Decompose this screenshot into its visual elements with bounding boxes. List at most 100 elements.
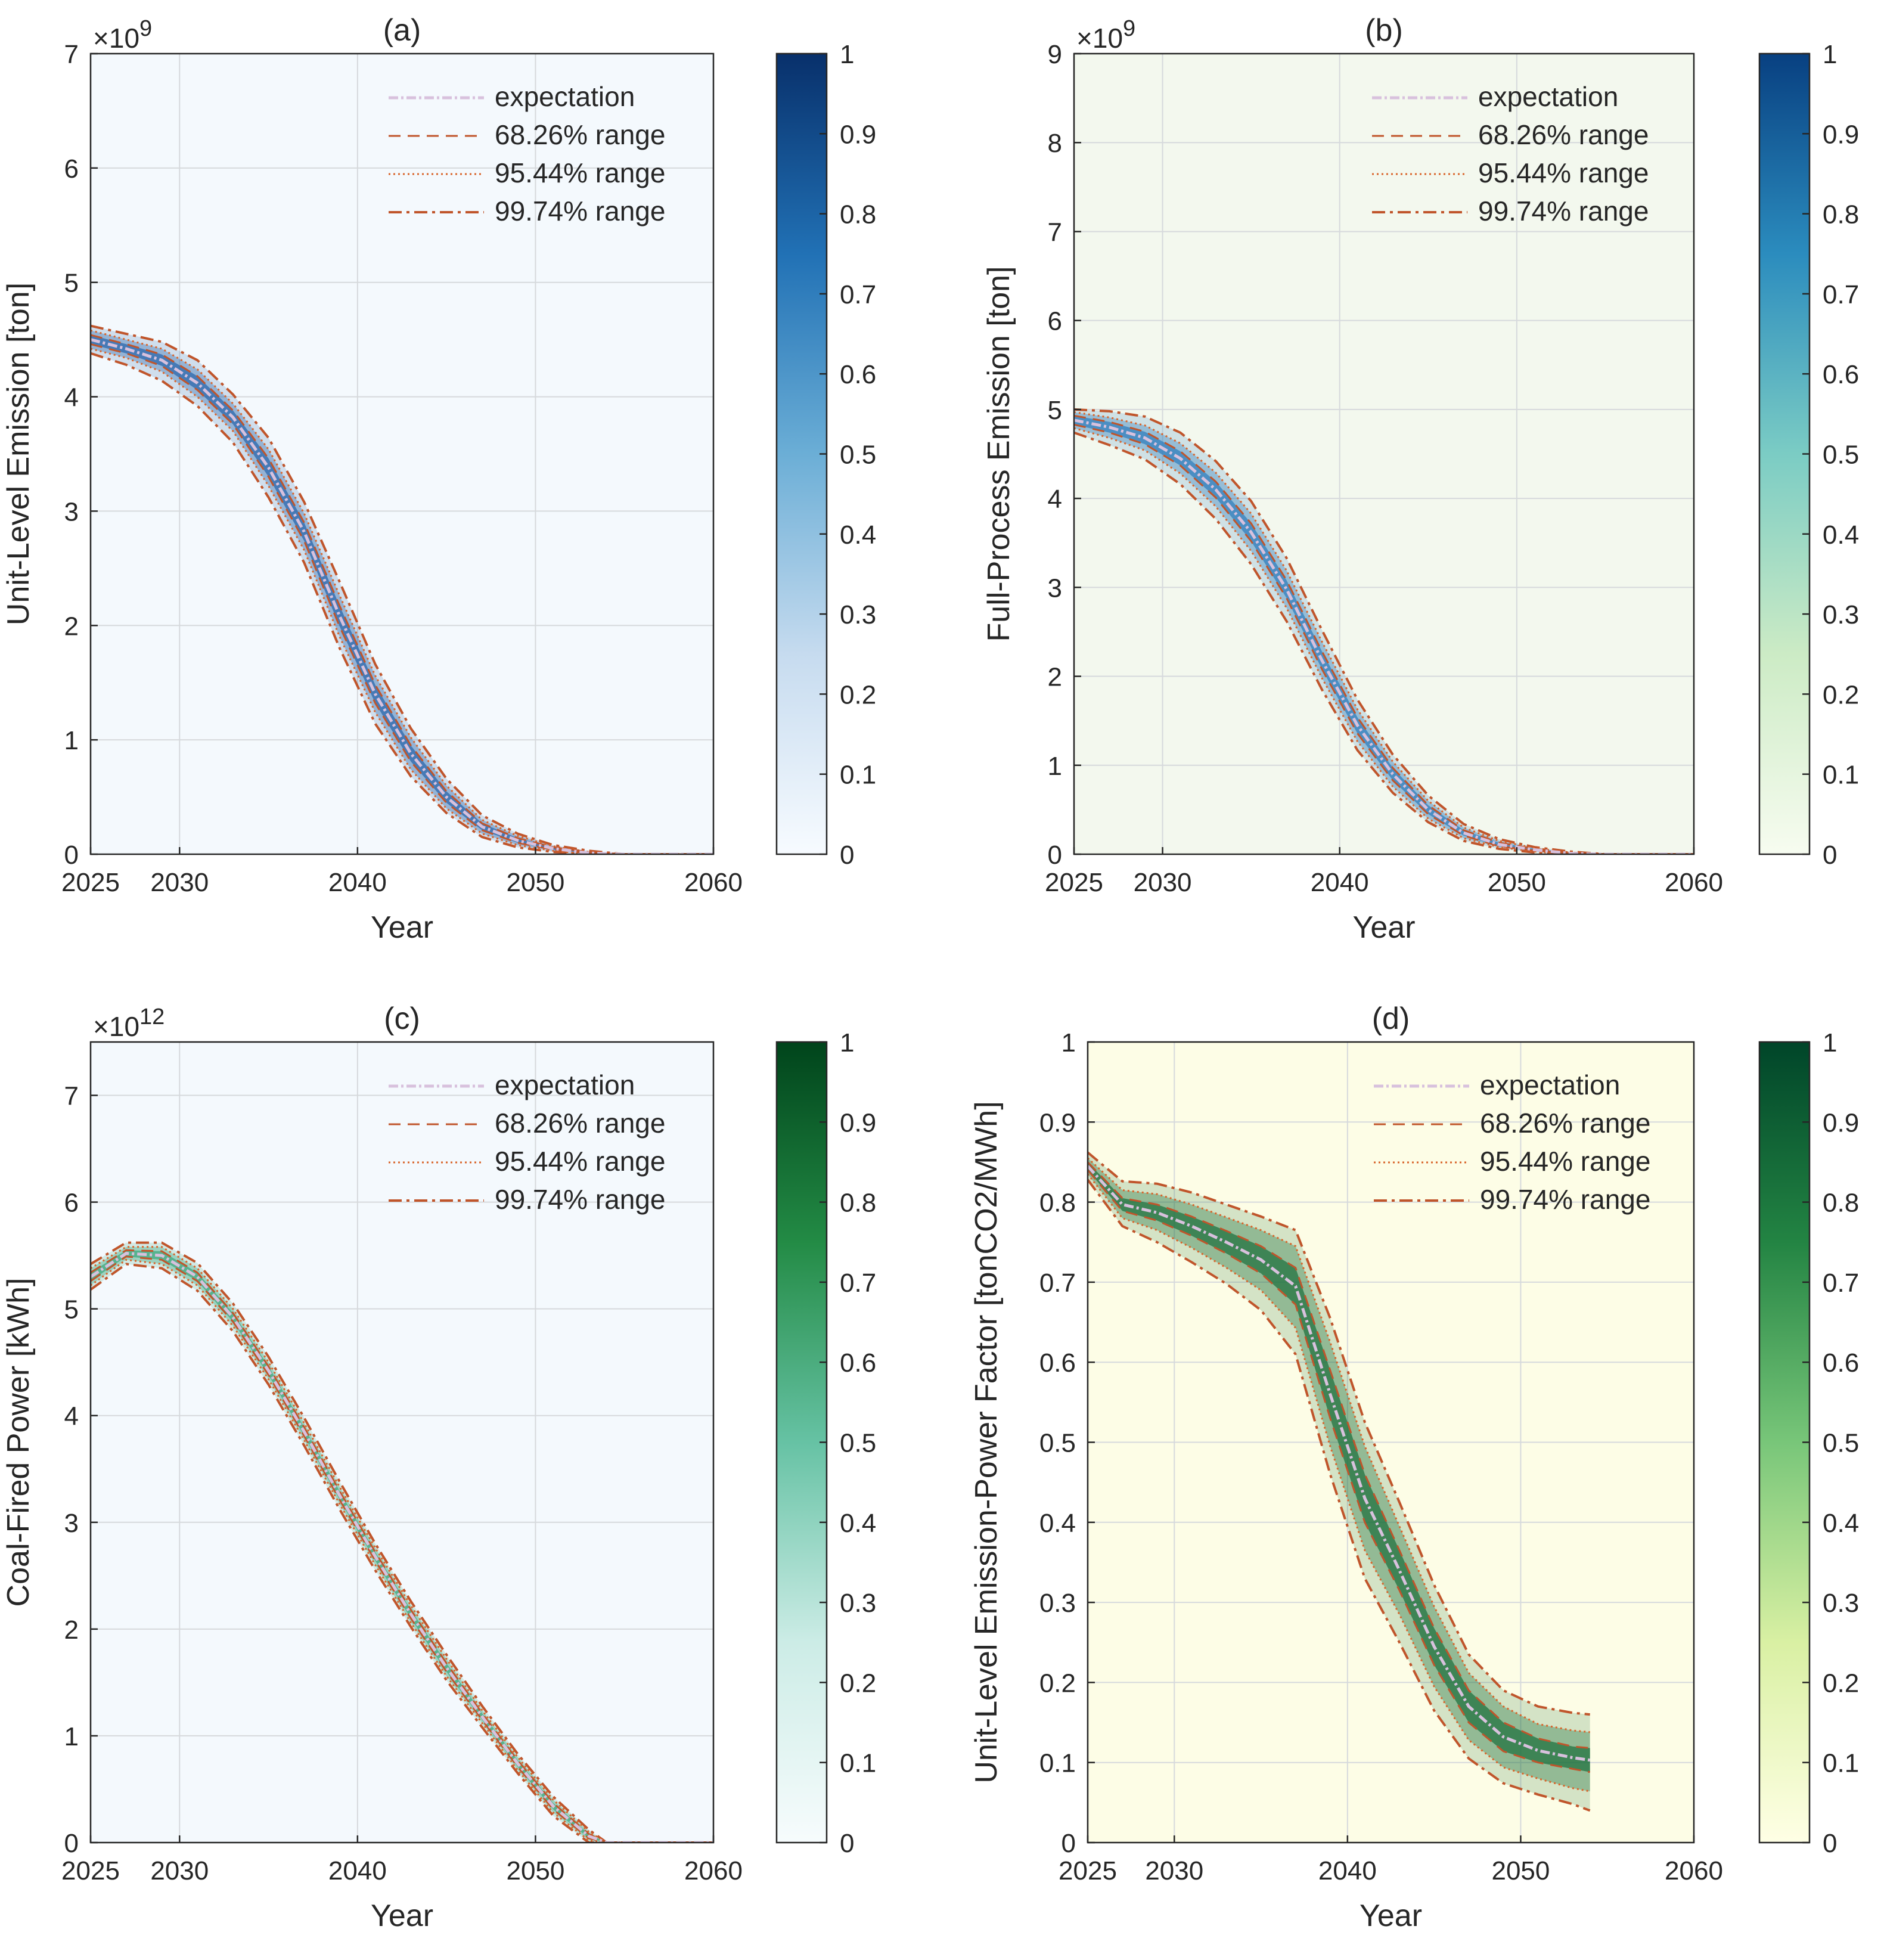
colorbar-tick-label: 0.4 <box>840 520 876 550</box>
legend-label: 95.44% range <box>495 157 665 188</box>
y-tick-label: 0 <box>1062 1829 1076 1858</box>
range-99-line-lower <box>1074 431 1694 854</box>
colorbar-tick-label: 0.7 <box>840 1269 876 1298</box>
x-tick-label: 2060 <box>684 1856 743 1885</box>
y-tick-label: 3 <box>64 497 79 526</box>
colorbar-tick-label: 0.6 <box>840 360 876 389</box>
y-tick-label: 2 <box>64 612 79 641</box>
y-tick-label: 0 <box>64 1829 79 1858</box>
colorbar-tick-label: 0.7 <box>840 280 876 309</box>
range-99-line-upper <box>1088 1151 1590 1716</box>
range-99-line-upper <box>91 324 713 854</box>
legend-label: 68.26% range <box>1480 1108 1650 1139</box>
x-tick-label: 2060 <box>1665 1856 1723 1885</box>
colorbar <box>775 52 828 855</box>
axes-box <box>89 52 715 855</box>
axis-exponent-power: 9 <box>1123 16 1135 41</box>
y-tick-label: 4 <box>1048 485 1062 514</box>
x-tick-label: 2050 <box>1488 868 1546 897</box>
y-tick-label: 4 <box>64 383 79 413</box>
x-axis-label: Year <box>371 910 433 945</box>
colorbar-tick-label: 1 <box>840 1028 854 1057</box>
y-tick-label: 7 <box>1048 218 1062 247</box>
range-95-line-lower <box>91 348 713 854</box>
y-tick-label: 0.5 <box>1039 1429 1076 1458</box>
plot-area <box>91 324 713 854</box>
colorbar-tick-label: 0.5 <box>1823 1429 1859 1458</box>
legend-label: expectation <box>1478 81 1618 112</box>
colorbar-tick-label: 0.4 <box>840 1509 876 1538</box>
range-95-line-lower <box>91 1258 713 1843</box>
y-tick-label: 0.8 <box>1039 1189 1076 1218</box>
colorbar-tick-label: 0.4 <box>1823 1509 1859 1538</box>
y-tick-label: 1 <box>1062 1028 1076 1057</box>
colorbar-tick-label: 0.9 <box>1823 1108 1859 1137</box>
x-tick-label: 2030 <box>1145 1856 1203 1885</box>
subplot-title: (a) <box>383 13 421 48</box>
colorbar-tick-label: 0.2 <box>840 680 876 709</box>
colorbar-tick-label: 0.4 <box>1823 520 1859 550</box>
density-band-mid <box>1074 412 1694 854</box>
subplot-d: 2025 2030 2040 2050 2060 0 0.1 0.2 0.3 0.4 0.5 0.6 0… <box>969 1001 1859 1933</box>
plot-background <box>91 1042 713 1843</box>
y-tick-label: 0 <box>64 841 79 870</box>
range-68-line-lower <box>91 1255 713 1843</box>
expectation-line <box>91 1252 713 1843</box>
x-tick-label: 2050 <box>506 868 564 897</box>
y-tick-label: 0.2 <box>1039 1669 1076 1698</box>
colorbar-tick-label: 0.7 <box>1823 280 1859 309</box>
x-tick-label: 2025 <box>61 868 120 897</box>
y-tick-label: 0.4 <box>1039 1509 1076 1538</box>
y-tick-label: 2 <box>1048 663 1062 692</box>
y-axis-label: Unit-Level Emission [ton] <box>1 283 36 625</box>
axes-box <box>89 1041 715 1844</box>
expectation-line <box>1088 1165 1591 1762</box>
plot-area <box>1074 408 1694 854</box>
colorbar-tick-label: 0.5 <box>840 1429 876 1458</box>
axes-box <box>1073 52 1695 855</box>
colorbar-tick-label: 0.3 <box>1823 1589 1859 1618</box>
colorbar-tick-label: 0.6 <box>840 1348 876 1378</box>
colorbar-tick-label: 0 <box>840 841 854 870</box>
colorbar-tick-label: 0 <box>840 1829 854 1858</box>
plot-area <box>1088 1151 1591 1812</box>
subplot-title: (c) <box>384 1001 420 1036</box>
legend-label: 99.74% range <box>495 196 665 227</box>
y-tick-label: 6 <box>64 1189 79 1218</box>
colorbar-tick-label: 0.9 <box>840 120 876 149</box>
colorbar-tick-label: 0.1 <box>1823 761 1859 790</box>
legend-label: 95.44% range <box>1480 1146 1650 1177</box>
colorbar-tick-label: 0.8 <box>840 1189 876 1218</box>
range-68-line-lower <box>1088 1169 1590 1773</box>
y-axis-label: Full-Process Emission [ton] <box>982 266 1016 642</box>
legend-label: 95.44% range <box>495 1146 665 1177</box>
colorbar-tick-label: 0.5 <box>1823 441 1859 470</box>
range-99-line-lower <box>91 352 713 854</box>
colorbar-tick-label: 0.1 <box>840 1749 876 1778</box>
axis-exponent-power: 12 <box>139 1004 164 1029</box>
subplot-title: (d) <box>1372 1001 1410 1036</box>
x-tick-label: 2040 <box>328 1856 387 1885</box>
axis-exponent: ×109 <box>93 16 152 54</box>
y-tick-label: 0.7 <box>1039 1269 1076 1298</box>
x-tick-label: 2040 <box>328 868 387 897</box>
legend-label: 68.26% range <box>495 1108 665 1139</box>
density-band-outer <box>91 325 713 854</box>
colorbar-tick-label: 0.2 <box>840 1669 876 1698</box>
range-68-line-lower <box>1074 423 1694 854</box>
colorbar-tick-label: 0.7 <box>1823 1269 1859 1298</box>
y-tick-label: 0.6 <box>1039 1348 1076 1378</box>
axis-exponent-power: 9 <box>139 16 152 41</box>
x-tick-label: 2050 <box>1491 1856 1550 1885</box>
y-tick-label: 1 <box>64 726 79 755</box>
colorbar-tick-label: 0 <box>1823 841 1837 870</box>
y-tick-label: 5 <box>1048 396 1062 425</box>
legend-label: 68.26% range <box>1478 119 1649 150</box>
legend-label: 99.74% range <box>1480 1184 1650 1215</box>
y-tick-label: 9 <box>1048 40 1062 69</box>
y-tick-label: 1 <box>1048 752 1062 781</box>
colorbar-tick-label: 0.8 <box>1823 1189 1859 1218</box>
range-68-line-upper <box>91 334 713 854</box>
y-tick-label: 6 <box>1048 307 1062 336</box>
